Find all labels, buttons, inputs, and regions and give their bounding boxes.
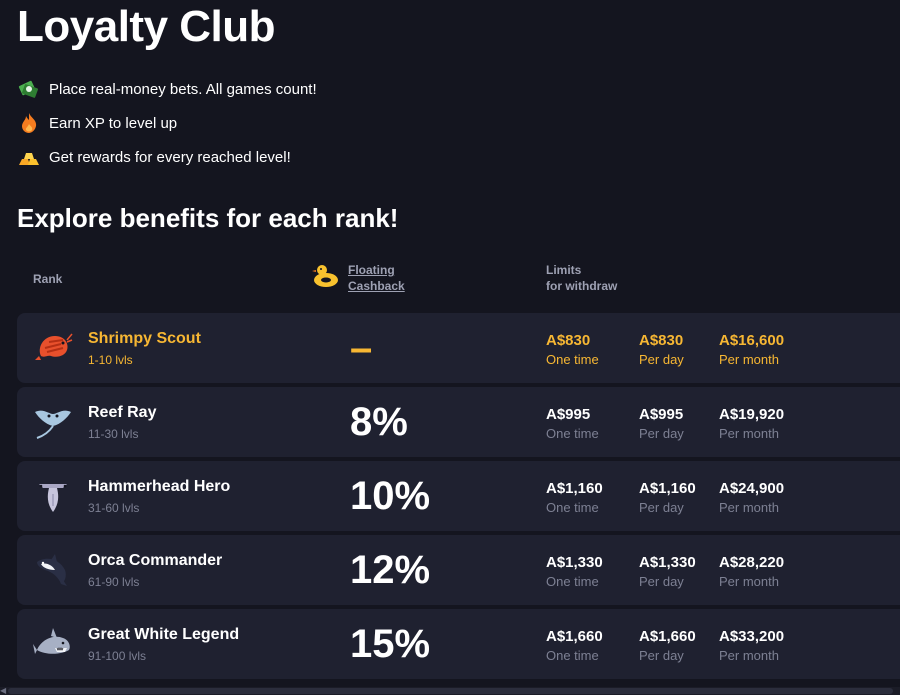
horizontal-scrollbar[interactable]: ◀ <box>0 687 900 695</box>
rank-levels: 31-60 lvls <box>88 501 140 515</box>
limit-one-time: A$995 One time <box>546 406 599 441</box>
shrimp-icon <box>33 330 73 366</box>
feature-item: Earn XP to level up <box>17 106 317 140</box>
column-header-rank: Rank <box>33 272 63 286</box>
table-row: Great White Legend 91-100 lvls 15% A$1,6… <box>17 609 900 679</box>
limit-value: A$16,600 <box>719 332 785 349</box>
rank-name: Reef Ray <box>88 404 157 421</box>
cashback-header-label[interactable]: Floating Cashback <box>348 262 405 294</box>
limit-value: A$28,220 <box>719 554 785 571</box>
table-row: Orca Commander 61-90 lvls 12% A$1,330 On… <box>17 535 900 605</box>
duck-float-icon <box>312 262 340 294</box>
cashback-value: 10% <box>350 474 431 518</box>
rank-name: Shrimpy Scout <box>88 330 201 347</box>
limit-one-time: A$1,160 One time <box>546 480 603 515</box>
table-row: Shrimpy Scout 1-10 lvls – A$830 One time… <box>17 313 900 383</box>
table-row: Hammerhead Hero 31-60 lvls 10% A$1,160 O… <box>17 461 900 531</box>
cashback-value: 12% <box>350 548 431 592</box>
limit-value: A$33,200 <box>719 628 785 645</box>
money-bills-icon <box>17 77 41 101</box>
hammerhead-icon <box>33 478 73 514</box>
limit-value: A$24,900 <box>719 480 785 497</box>
rank-table: Shrimpy Scout 1-10 lvls – A$830 One time… <box>17 313 900 683</box>
rank-levels: 11-30 lvls <box>88 427 139 441</box>
limit-label: One time <box>546 648 599 663</box>
limits-header-line1: Limits <box>546 263 582 277</box>
flame-icon <box>17 111 41 135</box>
limit-value: A$19,920 <box>719 406 785 423</box>
column-header-cashback[interactable]: Floating Cashback <box>312 262 405 294</box>
gold-bars-icon <box>17 145 41 169</box>
limit-value: A$1,330 <box>639 554 696 571</box>
limit-label: Per month <box>719 648 779 663</box>
limit-label: Per day <box>639 500 684 515</box>
limits-header-line2: for withdraw <box>546 279 618 293</box>
limit-per-month: A$24,900 Per month <box>719 480 784 515</box>
cashback-value: – <box>350 326 373 370</box>
limit-value: A$1,660 <box>639 628 696 645</box>
feature-text: Earn XP to level up <box>49 114 178 132</box>
limit-value: A$995 <box>546 406 591 423</box>
limit-value: A$995 <box>639 406 684 423</box>
page-title: Loyalty Club <box>17 2 276 51</box>
limit-label: Per month <box>719 574 779 589</box>
limit-per-day: A$1,660 Per day <box>639 628 696 663</box>
limit-value: A$830 <box>546 332 591 349</box>
cashback-header-line2: Cashback <box>348 279 405 293</box>
limit-value: A$1,160 <box>639 480 696 497</box>
limit-value: A$830 <box>639 332 684 349</box>
limit-label: Per day <box>639 574 684 589</box>
limit-label: Per month <box>719 426 779 441</box>
feature-text: Place real-money bets. All games count! <box>49 80 317 98</box>
limit-per-month: A$16,600 Per month <box>719 332 784 367</box>
limit-label: Per day <box>639 426 684 441</box>
limit-label: One time <box>546 500 599 515</box>
limit-label: Per day <box>639 352 684 367</box>
cashback-value: 8% <box>350 400 408 444</box>
limit-one-time: A$830 One time <box>546 332 599 367</box>
limit-label: One time <box>546 426 599 441</box>
rank-name: Hammerhead Hero <box>88 478 231 495</box>
limit-label: Per day <box>639 648 684 663</box>
limit-label: One time <box>546 574 599 589</box>
limit-value: A$1,660 <box>546 628 603 645</box>
orca-icon <box>33 552 73 588</box>
feature-text: Get rewards for every reached level! <box>49 148 291 166</box>
feature-item: Get rewards for every reached level! <box>17 140 317 174</box>
scrollbar-thumb[interactable] <box>8 688 893 694</box>
section-subtitle: Explore benefits for each rank! <box>17 203 399 233</box>
limit-per-month: A$19,920 Per month <box>719 406 784 441</box>
limit-per-day: A$1,330 Per day <box>639 554 696 589</box>
limit-label: Per month <box>719 500 779 515</box>
stingray-icon <box>33 404 73 440</box>
limit-per-month: A$28,220 Per month <box>719 554 784 589</box>
feature-item: Place real-money bets. All games count! <box>17 72 317 106</box>
limit-value: A$1,330 <box>546 554 603 571</box>
limit-per-month: A$33,200 Per month <box>719 628 784 663</box>
rank-levels: 61-90 lvls <box>88 575 140 589</box>
table-row: Reef Ray 11-30 lvls 8% A$995 One time A$… <box>17 387 900 457</box>
limit-label: One time <box>546 352 599 367</box>
limit-value: A$1,160 <box>546 480 603 497</box>
rank-levels: 1-10 lvls <box>88 353 133 367</box>
great-white-shark-icon <box>33 626 73 662</box>
rank-levels: 91-100 lvls <box>88 649 147 663</box>
limit-one-time: A$1,330 One time <box>546 554 603 589</box>
cashback-header-line1: Floating <box>348 263 395 277</box>
limit-label: Per month <box>719 352 779 367</box>
cashback-value: 15% <box>350 622 431 666</box>
rank-name: Great White Legend <box>88 626 240 643</box>
limit-per-day: A$995 Per day <box>639 406 684 441</box>
scroll-left-icon[interactable]: ◀ <box>0 686 7 695</box>
features-list: Place real-money bets. All games count! … <box>17 72 317 174</box>
limit-one-time: A$1,660 One time <box>546 628 603 663</box>
rank-name: Orca Commander <box>88 552 223 569</box>
limit-per-day: A$1,160 Per day <box>639 480 696 515</box>
column-header-limits: Limits for withdraw <box>546 262 617 294</box>
limit-per-day: A$830 Per day <box>639 332 684 367</box>
